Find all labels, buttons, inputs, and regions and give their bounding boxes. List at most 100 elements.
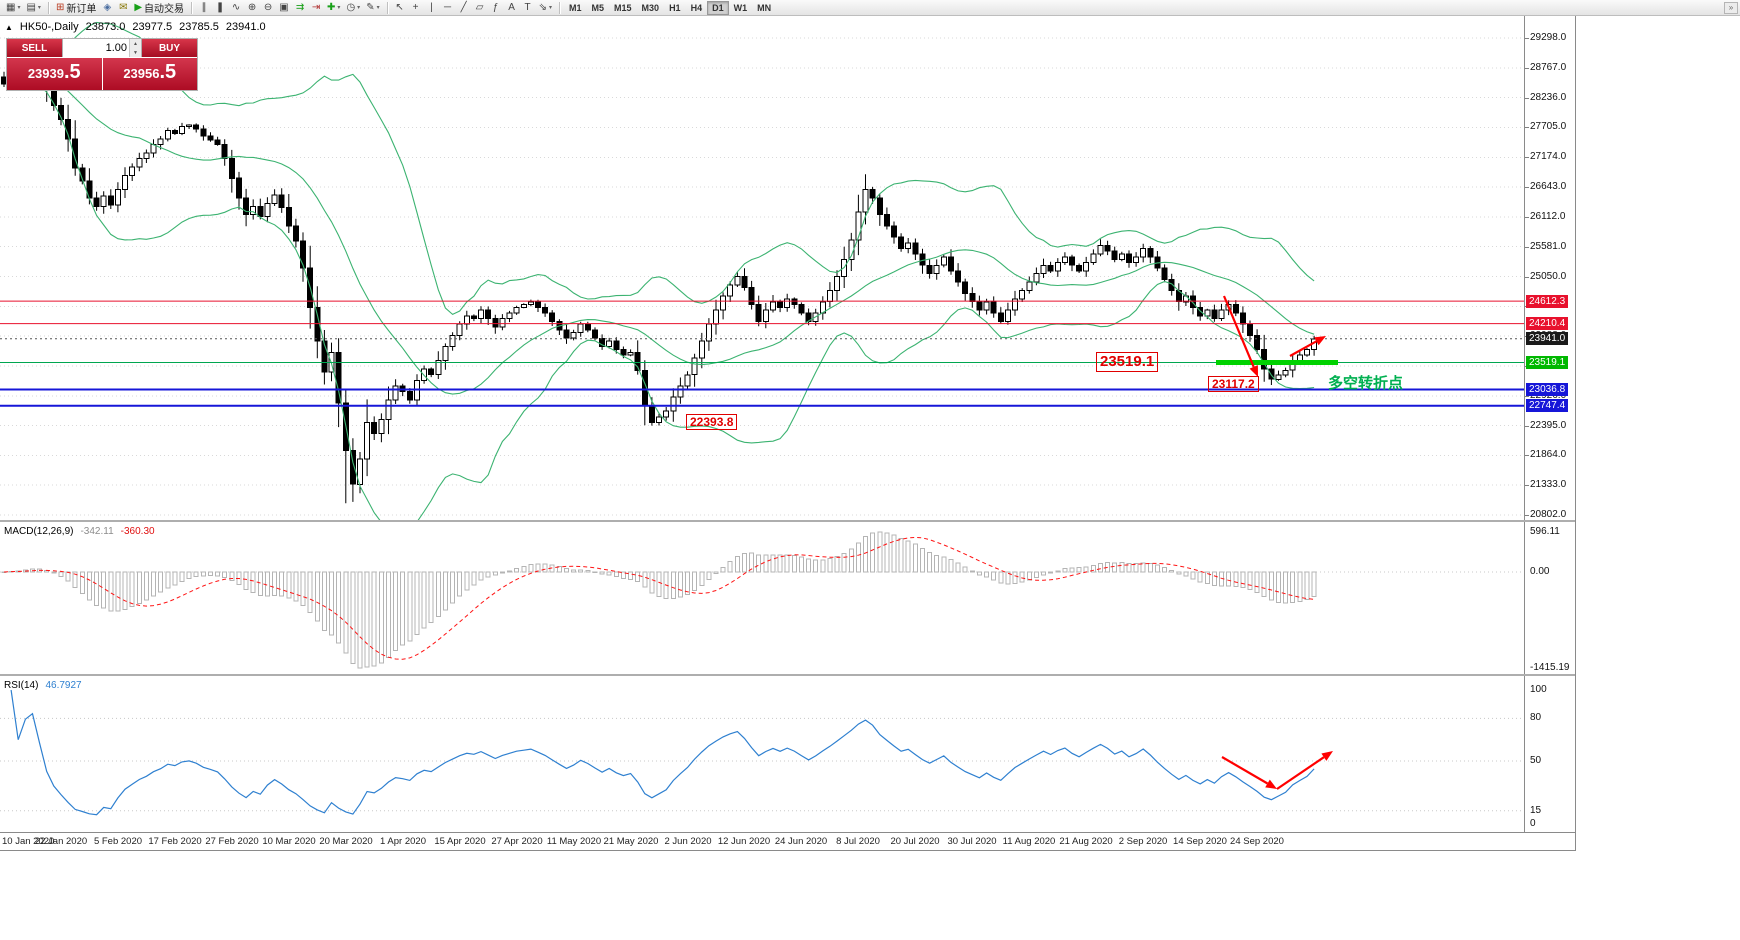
date-label: 2 Sep 2020 xyxy=(1118,836,1168,847)
date-label: 1 Apr 2020 xyxy=(380,836,426,847)
arrows-tool-icon: ⇘ xyxy=(538,1,547,13)
toolbar-button-new-chart[interactable]: ▦ ▾ xyxy=(3,1,23,15)
toolbar-button-text-tool[interactable]: A xyxy=(504,1,520,15)
indicators-list-icon: ✚ xyxy=(327,1,336,13)
price-axis-label: 25581.0 xyxy=(1530,240,1567,252)
zoom-in-icon: ⊕ xyxy=(247,1,257,13)
rsi-svg xyxy=(0,689,1524,816)
templates-caret-icon: ▾ xyxy=(376,5,380,11)
toolbar-button-indicators-list[interactable]: ✚ ▾ xyxy=(324,1,343,15)
toolbar-button-bar-chart-mode[interactable]: ∥ xyxy=(196,1,212,15)
timeframe-M15[interactable]: M15 xyxy=(614,2,632,13)
toolbar-button-fibonacci-tool[interactable]: ƒ xyxy=(488,1,504,15)
toolbar-button-text-label-tool[interactable]: T xyxy=(520,1,536,15)
rsi-scale-label: 100 xyxy=(1530,684,1547,695)
sell-price-button[interactable]: 23939 .5 xyxy=(7,58,103,90)
toolbar-button-alerts[interactable]: ✉ xyxy=(115,1,131,15)
rsi-pane[interactable] xyxy=(0,676,1524,832)
sell-button[interactable]: SELL xyxy=(7,39,62,57)
bollinger-lower xyxy=(11,85,1315,520)
volume-up-icon[interactable]: ▲ xyxy=(130,39,141,48)
main-chart-svg xyxy=(0,21,1524,520)
date-label: 24 Jun 2020 xyxy=(774,836,828,847)
macd-pane[interactable] xyxy=(0,522,1524,674)
axis-tick xyxy=(1525,216,1529,218)
vertical-line-tool-icon: | xyxy=(430,1,433,13)
toolbar-button-new-order[interactable]: ⊞ 新订单 xyxy=(53,1,99,15)
toolbar-button-zoom-out[interactable]: ⊖ xyxy=(260,1,276,15)
autotrading-icon: ▶ xyxy=(134,1,143,13)
auto-scroll-icon: ⇉ xyxy=(295,1,305,13)
price-tag-23036.8: 23036.8 xyxy=(1526,383,1569,396)
axis-tick xyxy=(1525,127,1529,129)
toolbar-button-arrows-tool[interactable]: ⇘ ▾ xyxy=(536,1,555,15)
new-order-icon: ⊞ xyxy=(55,1,65,13)
autotrading-label: 自动交易 xyxy=(144,4,185,15)
toolbar-button-auto-scroll[interactable]: ⇉ xyxy=(292,1,308,15)
pane-splitter[interactable] xyxy=(0,520,1575,522)
line-chart-mode-icon: ∿ xyxy=(231,1,241,13)
toolbar-button-cursor-tool[interactable]: ↖ xyxy=(392,1,408,15)
axis-tick xyxy=(1525,455,1529,457)
volume-input[interactable] xyxy=(63,39,129,57)
timeframe-M30[interactable]: M30 xyxy=(641,2,660,13)
toolbar-button-horizontal-line-tool[interactable]: ─ xyxy=(440,1,456,15)
timeframe-M1[interactable]: M1 xyxy=(569,2,582,13)
timeframe-H4[interactable]: H4 xyxy=(690,2,703,13)
candlestick-mode-icon: ❚ xyxy=(215,1,225,13)
one-click-toggle-icon[interactable]: ▲ xyxy=(5,22,13,32)
toolbar-button-trendline-tool[interactable]: ╱ xyxy=(456,1,472,15)
toolbar-button-autotrading[interactable]: ▶ 自动交易 xyxy=(131,1,187,15)
turning-point-label[interactable]: 多空转折点 xyxy=(1328,375,1404,392)
date-label: 21 Aug 2020 xyxy=(1059,836,1113,847)
axis-tick xyxy=(1525,246,1529,248)
trend-arrow-head xyxy=(1249,365,1258,377)
timeframe-H1[interactable]: H1 xyxy=(669,2,681,13)
bollinger-bands xyxy=(10,21,1315,520)
axis-tick xyxy=(1525,276,1529,278)
price-annotation[interactable]: 22393.8 xyxy=(686,414,738,431)
periods-caret-icon: ▾ xyxy=(357,5,361,11)
volume-down-icon[interactable]: ▼ xyxy=(130,48,141,57)
pane-splitter[interactable] xyxy=(0,674,1575,676)
toolbar-button-line-chart-mode[interactable]: ∿ xyxy=(228,1,244,15)
toolbar-button-templates[interactable]: ✎ ▾ xyxy=(363,1,382,15)
date-label: 27 Apr 2020 xyxy=(491,836,543,847)
rsi-value: 46.7927 xyxy=(45,680,82,691)
timeframe-W1[interactable]: W1 xyxy=(733,2,748,13)
trend-arrow-head xyxy=(1321,751,1333,761)
date-label: 11 Aug 2020 xyxy=(1002,836,1056,847)
zoom-out-icon: ⊖ xyxy=(263,1,273,13)
timeframe-MN[interactable]: MN xyxy=(757,2,772,13)
macd-label: MACD(12,26,9) xyxy=(4,526,74,537)
timeframe-M5[interactable]: M5 xyxy=(591,2,605,13)
toolbar-button-vertical-line-tool[interactable]: | xyxy=(424,1,440,15)
date-label: 10 Mar 2020 xyxy=(262,836,316,847)
timeframe-D1[interactable]: D1 xyxy=(707,0,729,15)
buy-price-button[interactable]: 23956 .5 xyxy=(102,58,197,90)
toolbar-button-metaeditor[interactable]: ◈ xyxy=(99,1,115,15)
price-annotation[interactable]: 23519.1 xyxy=(1096,352,1159,372)
main-chart-pane[interactable] xyxy=(0,16,1524,520)
sell-price-frac: .5 xyxy=(63,61,81,83)
date-label: 2 Jun 2020 xyxy=(664,836,712,847)
price-axis-label: 20802.0 xyxy=(1530,509,1567,520)
price-annotation[interactable]: 23117.2 xyxy=(1208,376,1259,393)
toolbar-button-periods[interactable]: ◷ ▾ xyxy=(343,1,363,15)
bollinger-upper xyxy=(10,21,1315,316)
chart-title: HK50-,Daily xyxy=(19,21,79,33)
trend-arrow xyxy=(1276,756,1325,790)
buy-button[interactable]: BUY xyxy=(142,39,197,57)
toolbar-button-tile-windows[interactable]: ▣ xyxy=(276,1,292,15)
time-axis: 10 Jan 2020 22 Jan 2020 5 Feb 2020 17 Feb 2… xyxy=(0,832,1575,850)
toolbar-button-chart-shift[interactable]: ⇥ xyxy=(308,1,324,15)
macd-signal-line xyxy=(3,536,1315,660)
volume-spinner[interactable]: ▲ ▼ xyxy=(129,39,141,57)
price-axis-label: 27174.0 xyxy=(1530,151,1567,163)
toolbar-overflow-handle[interactable]: » xyxy=(1724,2,1738,14)
toolbar-button-candlestick-mode[interactable]: ❚ xyxy=(212,1,228,15)
toolbar-button-zoom-in[interactable]: ⊕ xyxy=(244,1,260,15)
toolbar-button-channel-tool[interactable]: ▱ xyxy=(472,1,488,15)
toolbar-button-crosshair-tool[interactable]: + xyxy=(408,1,424,15)
toolbar-button-profiles[interactable]: ▤ ▾ xyxy=(23,1,43,15)
